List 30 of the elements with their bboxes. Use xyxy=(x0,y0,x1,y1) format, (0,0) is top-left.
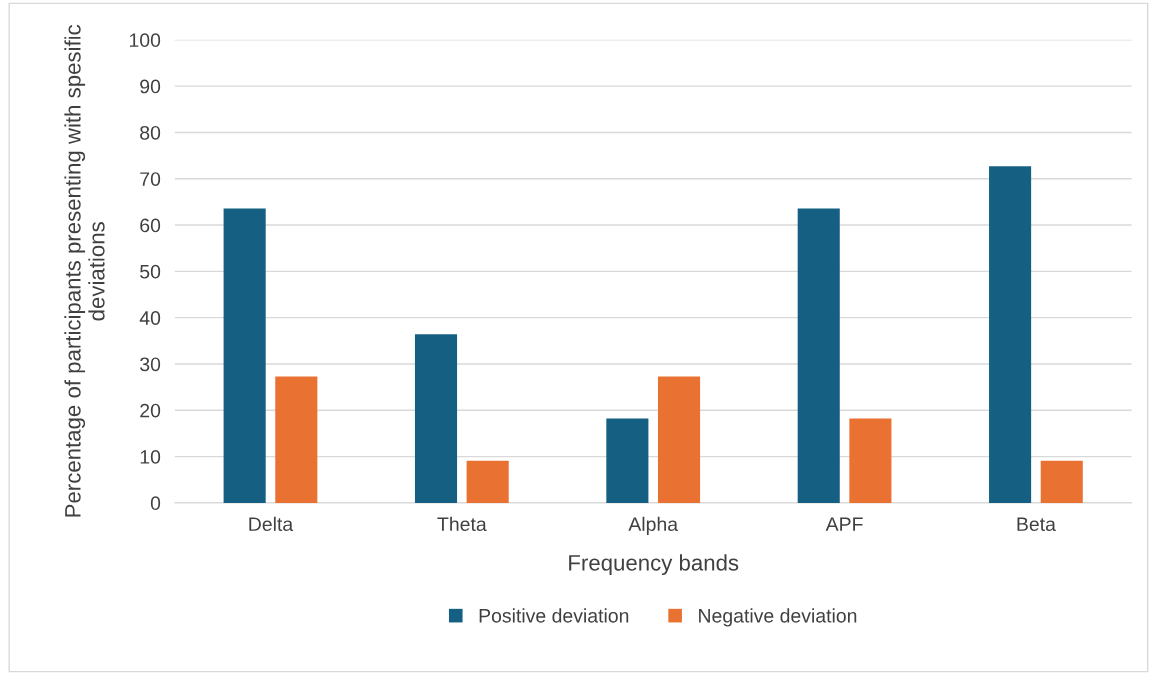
bar xyxy=(797,208,840,503)
y-tick-label: 50 xyxy=(140,264,161,279)
x-tick-label: APF xyxy=(825,517,863,531)
legend-label: Negative deviation xyxy=(699,608,857,627)
y-tick-label: 70 xyxy=(140,172,161,186)
x-tick-label: Delta xyxy=(249,516,294,532)
y-tick-label: 30 xyxy=(140,357,161,372)
y-tick-label: 0 xyxy=(150,496,161,511)
bar xyxy=(223,208,266,503)
y-tick-label: 10 xyxy=(140,450,161,464)
x-tick-label: Alpha xyxy=(628,516,679,535)
bar xyxy=(414,334,458,503)
bar xyxy=(1040,460,1083,503)
bar xyxy=(466,460,509,503)
y-tick-label: 80 xyxy=(140,125,161,140)
y-axis-title: Percentage of participants presenting with spesific deviations xyxy=(64,24,105,517)
y-tick-label: 100 xyxy=(129,33,161,48)
bar xyxy=(849,418,892,503)
bar xyxy=(275,376,318,503)
x-tick-label: Beta xyxy=(1017,517,1056,532)
bar xyxy=(989,166,1032,503)
x-axis-title: Frequency bands xyxy=(569,554,739,576)
y-tick-label: 40 xyxy=(139,311,161,325)
bar xyxy=(657,376,701,503)
y-tick-label: 90 xyxy=(140,79,161,94)
y-tick-label: 60 xyxy=(140,218,161,233)
legend-label: Positive deviation xyxy=(479,608,629,623)
y-tick-label: 20 xyxy=(140,403,161,418)
x-tick-label: Theta xyxy=(437,516,487,532)
bar xyxy=(606,418,649,503)
